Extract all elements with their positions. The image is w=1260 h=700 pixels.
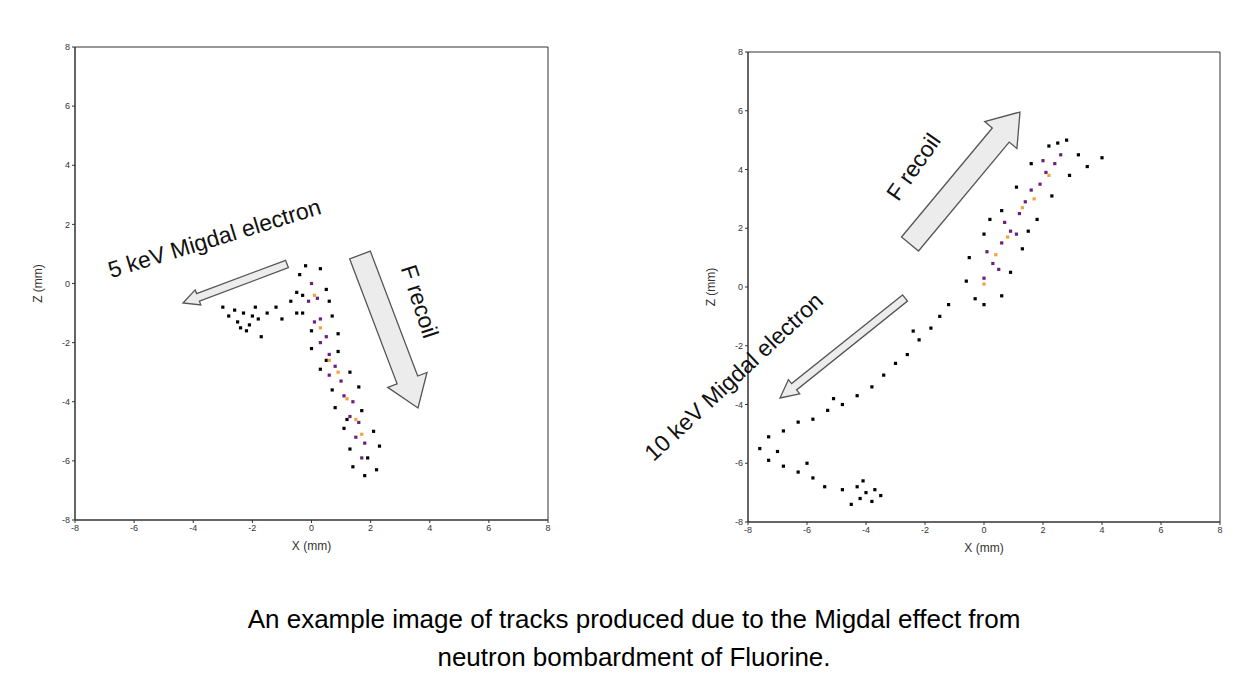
svg-text:2: 2 — [738, 223, 743, 233]
svg-text:6: 6 — [486, 523, 491, 533]
svg-text:-6: -6 — [803, 525, 811, 535]
svg-text:4: 4 — [427, 523, 432, 533]
svg-text:Z (mm): Z (mm) — [704, 268, 718, 307]
svg-text:-2: -2 — [62, 338, 70, 348]
svg-text:X (mm): X (mm) — [292, 539, 331, 553]
svg-text:6: 6 — [1158, 525, 1163, 535]
svg-text:F recoil: F recoil — [396, 262, 444, 342]
svg-text:2: 2 — [1040, 525, 1045, 535]
svg-text:4: 4 — [1099, 525, 1104, 535]
svg-text:-2: -2 — [921, 525, 929, 535]
svg-text:-8: -8 — [62, 515, 70, 525]
svg-text:Z (mm): Z (mm) — [31, 264, 45, 303]
svg-text:-2: -2 — [735, 341, 743, 351]
svg-text:F recoil: F recoil — [881, 129, 946, 206]
svg-text:2: 2 — [368, 523, 373, 533]
svg-text:neutron bombardment of Fluorin: neutron bombardment of Fluorine. — [437, 642, 830, 672]
svg-text:2: 2 — [65, 220, 70, 230]
svg-text:X (mm): X (mm) — [964, 541, 1003, 555]
svg-text:8: 8 — [738, 47, 743, 57]
svg-text:-4: -4 — [189, 523, 197, 533]
svg-text:6: 6 — [738, 106, 743, 116]
svg-text:-6: -6 — [735, 458, 743, 468]
svg-text:-6: -6 — [130, 523, 138, 533]
svg-text:0: 0 — [309, 523, 314, 533]
svg-text:An example image of tracks pro: An example image of tracks produced due … — [248, 604, 1021, 634]
svg-text:-4: -4 — [735, 400, 743, 410]
svg-text:-8: -8 — [744, 525, 752, 535]
svg-text:-2: -2 — [248, 523, 256, 533]
svg-text:8: 8 — [1217, 525, 1222, 535]
svg-text:6: 6 — [65, 101, 70, 111]
svg-text:-8: -8 — [735, 517, 743, 527]
svg-text:5 keV Migdal electron: 5 keV Migdal electron — [105, 193, 324, 283]
svg-text:4: 4 — [65, 160, 70, 170]
svg-text:8: 8 — [545, 523, 550, 533]
svg-text:-4: -4 — [862, 525, 870, 535]
svg-text:-4: -4 — [62, 397, 70, 407]
svg-text:0: 0 — [738, 282, 743, 292]
svg-text:8: 8 — [65, 42, 70, 52]
svg-text:10 keV Migdal electron: 10 keV Migdal electron — [639, 287, 828, 466]
svg-text:-8: -8 — [71, 523, 79, 533]
svg-text:-6: -6 — [62, 456, 70, 466]
svg-text:4: 4 — [738, 165, 743, 175]
svg-text:0: 0 — [65, 279, 70, 289]
svg-text:0: 0 — [981, 525, 986, 535]
